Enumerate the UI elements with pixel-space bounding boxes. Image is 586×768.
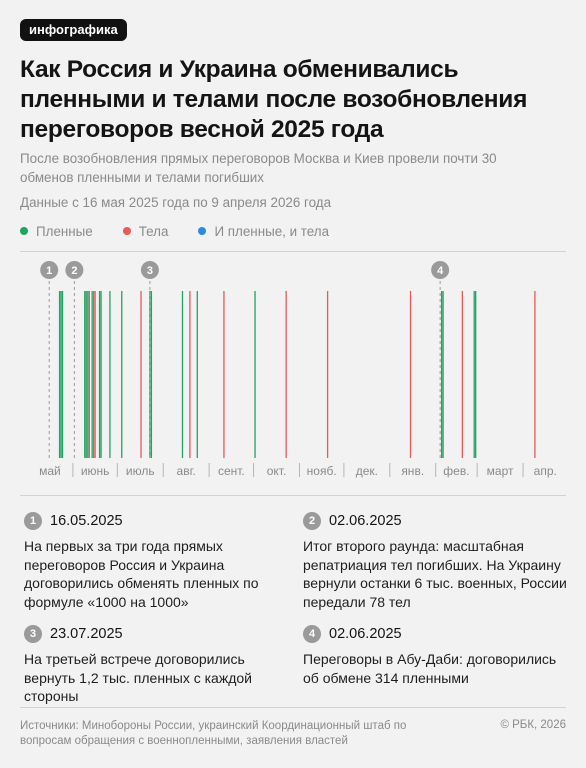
- legend-dot-prisoners: [20, 227, 28, 235]
- month-label-3: июль: [126, 464, 155, 478]
- month-label-10: фев.: [443, 464, 469, 478]
- note-2: 2 02.06.2025 Итог второго раунда: масштаб…: [303, 511, 573, 611]
- month-label-9: янв.: [401, 464, 424, 478]
- month-label-1: май: [39, 464, 61, 478]
- divider-middle: [20, 495, 566, 496]
- month-label-4: авг.: [177, 464, 196, 478]
- data-period: Данные с 16 мая 2025 года по 9 апреля 20…: [20, 195, 332, 210]
- marker-circle-2: [65, 261, 84, 279]
- month-label-8: дек.: [356, 464, 378, 478]
- month-label-5: сент.: [218, 464, 245, 478]
- divider-bottom: [20, 707, 566, 708]
- note-3-badge: 3: [24, 625, 42, 643]
- month-label-2: июнь: [81, 464, 110, 478]
- month-label-7: нояб.: [307, 464, 337, 478]
- marker-circle-1: [40, 261, 59, 279]
- marker-label-2: 2: [71, 265, 77, 277]
- chart-legend: Пленные Тела И пленные, и тела: [20, 222, 359, 240]
- divider-top: [20, 251, 566, 252]
- month-label-12: апр.: [534, 464, 557, 478]
- note-4-date: 02.06.2025: [329, 626, 402, 642]
- note-3: 3 23.07.2025 На третьей встрече договорил…: [24, 624, 294, 706]
- note-3-text: На третьей встрече договорились вернуть …: [24, 651, 252, 704]
- page-title: Как Россия и Украина обменивались пленны…: [20, 56, 528, 143]
- note-1-date: 16.05.2025: [50, 513, 123, 529]
- legend-dot-bodies: [122, 227, 131, 235]
- legend-item-both: И пленные, и тела: [198, 224, 329, 239]
- legend-label-prisoners: Пленные: [36, 223, 93, 239]
- infographic-tag: инфографика: [20, 19, 127, 41]
- legend-item-prisoners: Пленные: [20, 224, 93, 239]
- footer-copyright: © РБК, 2026: [500, 719, 566, 731]
- markers-layer: 1 2 3 4: [40, 261, 450, 458]
- marker-label-1: 1: [46, 265, 52, 277]
- legend-item-bodies: Тела: [122, 223, 169, 239]
- month-label-6: окт.: [267, 464, 287, 478]
- marker-label-4: 4: [437, 265, 444, 277]
- note-2-date: 02.06.2025: [329, 513, 402, 529]
- note-2-text: Итог второго раунда: масштабная репатриа…: [303, 538, 567, 610]
- legend-label-bodies: Тела: [138, 223, 169, 239]
- note-3-date: 23.07.2025: [50, 626, 123, 642]
- month-axis: май июнь июль авг. сент. окт. нояб. дек. янв. фев…: [39, 463, 557, 478]
- note-1-badge: 1: [24, 512, 42, 530]
- footer-sources: Источники: Минобороны России, украинский…: [20, 720, 407, 747]
- month-label-11: март: [487, 464, 514, 478]
- note-1-text: На первых за три года прямых переговоров…: [24, 538, 259, 610]
- note-1: 1 16.05.2025 На первых за три года прямых…: [24, 511, 294, 611]
- legend-label-both: И пленные, и тела: [214, 223, 330, 239]
- note-4-badge: 4: [303, 625, 321, 643]
- page-subtitle: После возобновления прямых переговоров М…: [20, 151, 497, 185]
- note-4: 4 02.06.2025 Переговоры в Абу-Даби: догов…: [303, 624, 573, 687]
- exchange-timeline-chart: 1 2 3 4 май июнь июль авг. сент. окт. нояб. дек. ян…: [39, 261, 557, 478]
- events-layer: [58, 291, 536, 458]
- note-2-badge: 2: [303, 512, 321, 530]
- note-4-text: Переговоры в Абу-Даби: договорились об о…: [303, 651, 557, 686]
- marker-label-3: 3: [147, 265, 153, 277]
- legend-dot-both: [198, 227, 207, 235]
- marker-circle-3: [140, 261, 159, 279]
- marker-circle-4: [431, 261, 450, 279]
